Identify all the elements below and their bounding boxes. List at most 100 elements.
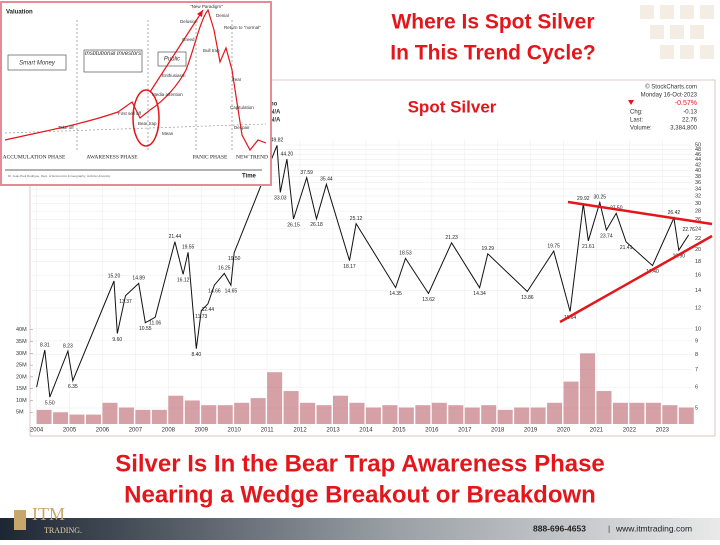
x-tick-label: 2008 <box>162 428 176 434</box>
value-label: 13.37 <box>119 299 132 305</box>
volume-tick-label: 20M <box>16 374 27 380</box>
phone: 888-696-4653 <box>533 523 586 533</box>
y-tick-label: 5 <box>695 405 698 411</box>
inset-label: First sell off <box>118 111 142 116</box>
x-tick-label: 2017 <box>458 428 472 434</box>
y-tick-label: 10 <box>695 326 701 332</box>
down-arrow <box>628 100 634 105</box>
value-label: 14.66 <box>208 288 221 294</box>
value-label: 49.82 <box>271 138 284 144</box>
box <box>7 54 67 71</box>
volume-bar <box>596 391 612 424</box>
value-label: 14.65 <box>225 289 238 295</box>
value-label: 21.61 <box>582 244 595 250</box>
volume-bar <box>365 407 381 424</box>
volume-bar <box>645 402 661 424</box>
info-value: -0.13 <box>683 110 697 116</box>
volume-bar <box>349 402 365 424</box>
x-tick-label: 2019 <box>524 428 538 434</box>
value-label: 21.41 <box>620 245 633 251</box>
volume-bar <box>234 402 250 424</box>
y-tick-label: 40 <box>695 168 701 174</box>
overlay-label: N/A <box>270 110 281 116</box>
x-tick-label: 2011 <box>261 428 275 434</box>
phase-dividers <box>76 20 233 150</box>
value-label: 21.23 <box>445 235 458 241</box>
value-label: 8.23 <box>63 343 73 349</box>
x-tick-label: 2004 <box>30 428 44 434</box>
volume-bar <box>415 405 431 424</box>
value-label: 19.90 <box>673 254 686 260</box>
wedge-line <box>567 200 713 226</box>
volume-tick-label: 35M <box>16 339 27 345</box>
inset-label: Return to "normal" <box>224 25 261 30</box>
volume-bar <box>448 405 464 424</box>
y-tick-label: 30 <box>695 201 701 207</box>
x-tick-label: 2023 <box>656 428 670 434</box>
y-tick-label: 20 <box>695 247 701 253</box>
arrow-head <box>197 10 203 17</box>
y-tick-label: 48 <box>695 147 701 153</box>
value-label: 8.40 <box>191 352 201 358</box>
inset-label: Mean <box>162 131 174 136</box>
y-tick-label: 18 <box>695 259 701 265</box>
y-tick-label: 16 <box>695 273 701 279</box>
volume-bar <box>431 402 447 424</box>
volume-bar <box>283 391 299 424</box>
y-tick-label: 12 <box>695 305 701 311</box>
volume-bar <box>53 412 69 424</box>
volume-bar <box>629 402 645 424</box>
caption-line: Silver Is In the Bear Trap Awareness Pha… <box>115 450 605 477</box>
inset-frame <box>0 1 272 186</box>
info-pct: -0.57% <box>675 100 697 107</box>
overlay-label: N/A <box>270 118 281 124</box>
x-tick-label: 2014 <box>359 428 373 434</box>
x-tick-label: 2021 <box>590 428 604 434</box>
value-label: 9.60 <box>112 337 122 343</box>
volume-bar <box>267 372 283 424</box>
inset-label: Smart Money <box>19 61 56 67</box>
inset-label: Bear trap <box>138 121 157 126</box>
value-label: 26.42 <box>668 210 681 216</box>
value-label: 18.53 <box>399 251 412 257</box>
logo-mark: ITM <box>32 504 65 524</box>
y-tick-label: 34 <box>695 187 701 193</box>
volume-bar <box>217 405 233 424</box>
inset-labels: Take off First sell off Bear trap Media … <box>58 4 261 136</box>
volume-bar <box>547 402 563 424</box>
value-label: 23.74 <box>600 233 613 239</box>
info-value: 22.76 <box>682 118 698 124</box>
x-tick-label: 2013 <box>326 428 340 434</box>
inset-label: Despair <box>234 125 250 130</box>
y-tick-label: 50 <box>695 142 701 148</box>
y-tick-label: 32 <box>695 193 701 199</box>
value-label: 5.50 <box>45 400 55 406</box>
volume-bar <box>168 395 184 424</box>
phase-label: ACCUMULATION PHASE <box>3 154 66 160</box>
x-tick-label: 2022 <box>623 428 637 434</box>
value-label: 21.44 <box>169 234 182 240</box>
value-label: 19.29 <box>482 246 495 252</box>
info-label: Volume: <box>630 126 652 132</box>
y-tick-label: 36 <box>695 180 701 186</box>
value-label: 11.64 <box>564 315 576 321</box>
value-label: 35.44 <box>320 177 333 183</box>
inset: Valuation Smart Money Institutional Inve… <box>0 1 272 186</box>
x-tick-label: 2018 <box>491 428 505 434</box>
inset-label: Media attention <box>152 92 183 97</box>
title-line: In This Trend Cycle? <box>390 42 595 65</box>
footer-bar <box>0 518 720 540</box>
volume-bar <box>580 353 596 424</box>
info-date: Monday 16-Oct-2023 <box>641 93 698 99</box>
volume-bar <box>184 400 200 424</box>
volume-bar <box>514 407 530 424</box>
volume-bar <box>300 402 316 424</box>
value-label: 11.06 <box>149 321 161 327</box>
y-tick-label: 14 <box>695 288 701 294</box>
value-label: 25.12 <box>350 216 363 222</box>
x-tick-label: 2015 <box>392 428 406 434</box>
volume-bar <box>250 398 266 424</box>
value-label: 15.20 <box>108 273 121 279</box>
value-label: 18.17 <box>343 264 356 270</box>
value-label: 29.92 <box>577 196 590 202</box>
